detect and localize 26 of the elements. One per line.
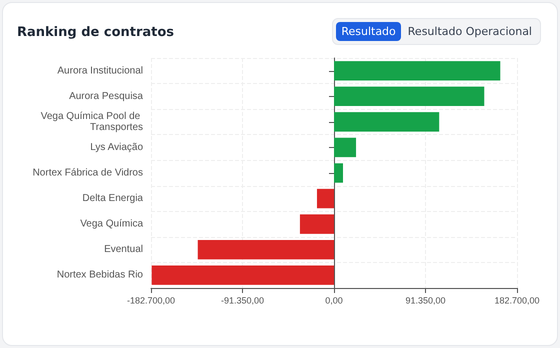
bar	[334, 86, 484, 106]
x-tick-label: -91.350,00	[220, 296, 264, 306]
bar	[334, 61, 500, 80]
bar	[198, 240, 334, 260]
bar	[316, 188, 334, 208]
chart-title: Ranking de contratos	[17, 25, 174, 40]
x-tick-label: 0,00	[325, 296, 343, 306]
y-tick-label: Eventual	[104, 244, 143, 256]
y-tick-label: Delta Energia	[82, 193, 144, 204]
y-tick-label: Aurora Institucional	[57, 65, 143, 76]
x-tick-label: 182.700,00	[494, 296, 540, 306]
text: Resultado	[336, 22, 401, 41]
x-tick-label: -182.700,00	[126, 296, 176, 306]
bar	[300, 214, 334, 234]
bar	[152, 266, 334, 285]
y-tick-label: Vega Química Pool de Transportes	[40, 110, 143, 133]
bar	[334, 112, 440, 132]
bar	[334, 163, 344, 183]
y-tick-label: Nortex Fábrica de Vidros	[32, 168, 143, 178]
text: Resultado Operacional	[406, 24, 533, 40]
y-tick-label: Vega Química	[80, 218, 144, 230]
bar	[334, 138, 356, 158]
y-tick-label: Nortex Bebidas Rio	[56, 270, 144, 281]
y-tick-label: Aurora Pesquisa	[69, 90, 144, 102]
y-tick-label: Lys Aviação	[90, 142, 144, 153]
x-tick-label: 91.350,00	[405, 296, 446, 306]
